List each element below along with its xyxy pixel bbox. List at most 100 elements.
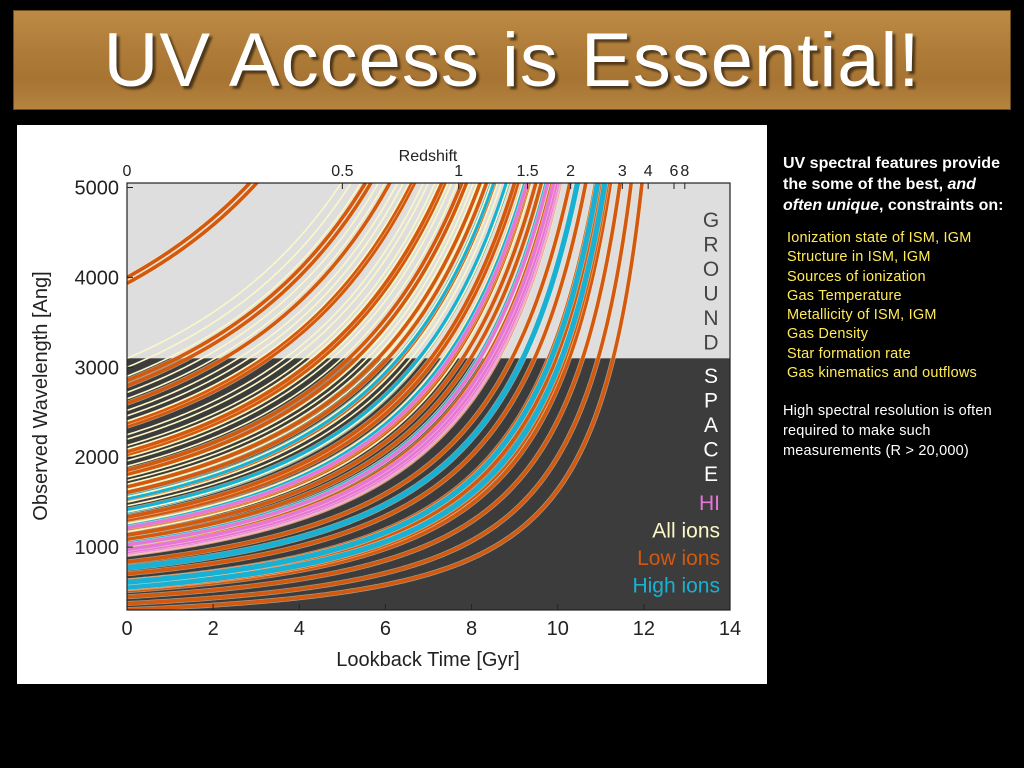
- y-tick-label: 4000: [75, 267, 120, 289]
- absorption-line-curves: [127, 183, 645, 610]
- list-item: Gas Density: [787, 326, 869, 343]
- y-tick-label: 5000: [75, 177, 120, 199]
- list-item: Metallicity of ISM, IGM: [787, 307, 937, 324]
- absorption-line-curve: [127, 183, 524, 525]
- absorption-line-curve: [127, 183, 399, 412]
- x-tick-label: 8: [466, 618, 477, 640]
- list-item: Ionization state of ISM, IGM: [787, 230, 972, 246]
- absorption-line-curve: [127, 183, 430, 440]
- space-label-letter: C: [703, 439, 718, 462]
- absorption-line-curve: [127, 183, 469, 477]
- legend-entry: All ions: [652, 520, 720, 543]
- ground-label-letter: O: [703, 258, 719, 281]
- ground-label-letter: N: [703, 307, 718, 330]
- x-axis-label: Lookback Time [Gyr]: [336, 649, 519, 671]
- title-bar: UV Access is Essential!: [13, 10, 1011, 110]
- x-tick-label: 14: [719, 618, 741, 640]
- x-axis: 0 2 4 6 8 10 12 14: [121, 604, 741, 640]
- absorption-line-curve: [127, 183, 436, 447]
- absorption-line-curve: [127, 183, 499, 503]
- absorption-line-curve: [127, 183, 464, 472]
- constraint-list: Ionization state of ISM, IGM Structure i…: [787, 229, 1019, 383]
- x-tick-label: 6: [380, 618, 391, 640]
- ground-label-letter: R: [703, 234, 718, 257]
- absorption-line-curve: [127, 183, 633, 606]
- chart-legend: HI All ions Low ions High ions: [632, 492, 720, 598]
- intro-emphasis: and often unique: [783, 176, 976, 214]
- absorption-line-curve: [127, 183, 644, 610]
- absorption-line-curve: [127, 183, 413, 425]
- y-axis: 1000 2000 3000 4000 5000: [75, 177, 133, 559]
- absorption-line-curve: [127, 183, 449, 458]
- absorption-line-curve: [127, 183, 489, 495]
- ground-label-letter: U: [703, 283, 718, 306]
- side-panel: UV spectral features provide the some of…: [783, 153, 1019, 461]
- absorption-line-curve: [127, 183, 459, 467]
- intro-part-1: UV spectral features provide the some of…: [783, 155, 1000, 193]
- absorption-line-curve: [127, 183, 362, 378]
- legend-entry: High ions: [632, 575, 720, 598]
- x-tick-label: 12: [633, 618, 655, 640]
- absorption-line-curve: [127, 183, 392, 405]
- absorption-line-curve: [127, 183, 533, 533]
- absorption-line-curve: [127, 183, 425, 436]
- redshift-tick-label: 8: [680, 163, 689, 180]
- absorption-line-curve: [127, 183, 475, 482]
- absorption-line-curve: [127, 183, 368, 383]
- series-hi: [127, 183, 563, 557]
- absorption-line-curve: [127, 183, 493, 498]
- list-item: Sources of ionization: [787, 268, 926, 285]
- x-tick-label: 0: [121, 618, 132, 640]
- series-all-ions: [127, 183, 533, 533]
- absorption-line-curve: [127, 183, 581, 571]
- absorption-line-curve: [127, 183, 483, 489]
- absorption-line-curve: [127, 183, 440, 450]
- absorption-line-curve: [127, 183, 538, 537]
- redshift-tick-label: 6: [670, 163, 679, 180]
- absorption-line-curve: [127, 183, 386, 400]
- x-tick-label: 2: [208, 618, 219, 640]
- slide-title: UV Access is Essential!: [103, 18, 921, 103]
- absorption-line-curve: [127, 183, 417, 428]
- redshift-tick-label: 0: [123, 163, 132, 180]
- space-label-letter: S: [704, 365, 718, 388]
- y-axis-label: Observed Wavelength [Ang]: [30, 271, 52, 520]
- absorption-line-curve: [127, 183, 608, 590]
- y-tick-label: 3000: [75, 357, 120, 379]
- x-tick-label: 4: [294, 618, 305, 640]
- absorption-line-curve: [127, 183, 529, 530]
- absorption-line-curve: [127, 183, 544, 542]
- absorption-line-curve: [127, 183, 471, 478]
- absorption-line-curve: [127, 183, 510, 513]
- legend-entry: HI: [699, 492, 720, 515]
- absorption-line-curve: [127, 183, 601, 585]
- space-label-letter: P: [704, 390, 718, 413]
- space-label-letter: A: [704, 414, 718, 437]
- legend-entry: Low ions: [637, 547, 720, 570]
- absorption-line-curve: [127, 183, 353, 369]
- absorption-line-curve: [127, 183, 373, 388]
- absorption-line-curve: [127, 183, 479, 485]
- absorption-line-curve: [127, 183, 496, 501]
- absorption-line-curve: [127, 183, 485, 491]
- x-tick-label: 10: [547, 618, 569, 640]
- redshift-tick-label: 1: [454, 163, 463, 180]
- redshift-tick-label: 4: [644, 163, 653, 180]
- y-tick-label: 1000: [75, 537, 120, 559]
- ground-label-letter: G: [703, 209, 719, 232]
- intro-part-2: , constraints on:: [878, 197, 1004, 214]
- absorption-line-curve: [127, 183, 511, 514]
- list-item: Gas Temperature: [787, 287, 902, 304]
- absorption-line-curve: [127, 183, 622, 599]
- absorption-line-curve: [127, 183, 260, 285]
- redshift-tick-label: 0.5: [331, 163, 353, 180]
- redshift-axis: 0 0.5 1 1.5 2 3 4 6 8: [123, 163, 689, 189]
- intro-text: UV spectral features provide the some of…: [783, 153, 1019, 216]
- absorption-line-curve: [127, 183, 588, 576]
- y-tick-label: 2000: [75, 447, 120, 469]
- redshift-tick-label: 1.5: [516, 163, 538, 180]
- list-item: Star formation rate: [787, 345, 911, 362]
